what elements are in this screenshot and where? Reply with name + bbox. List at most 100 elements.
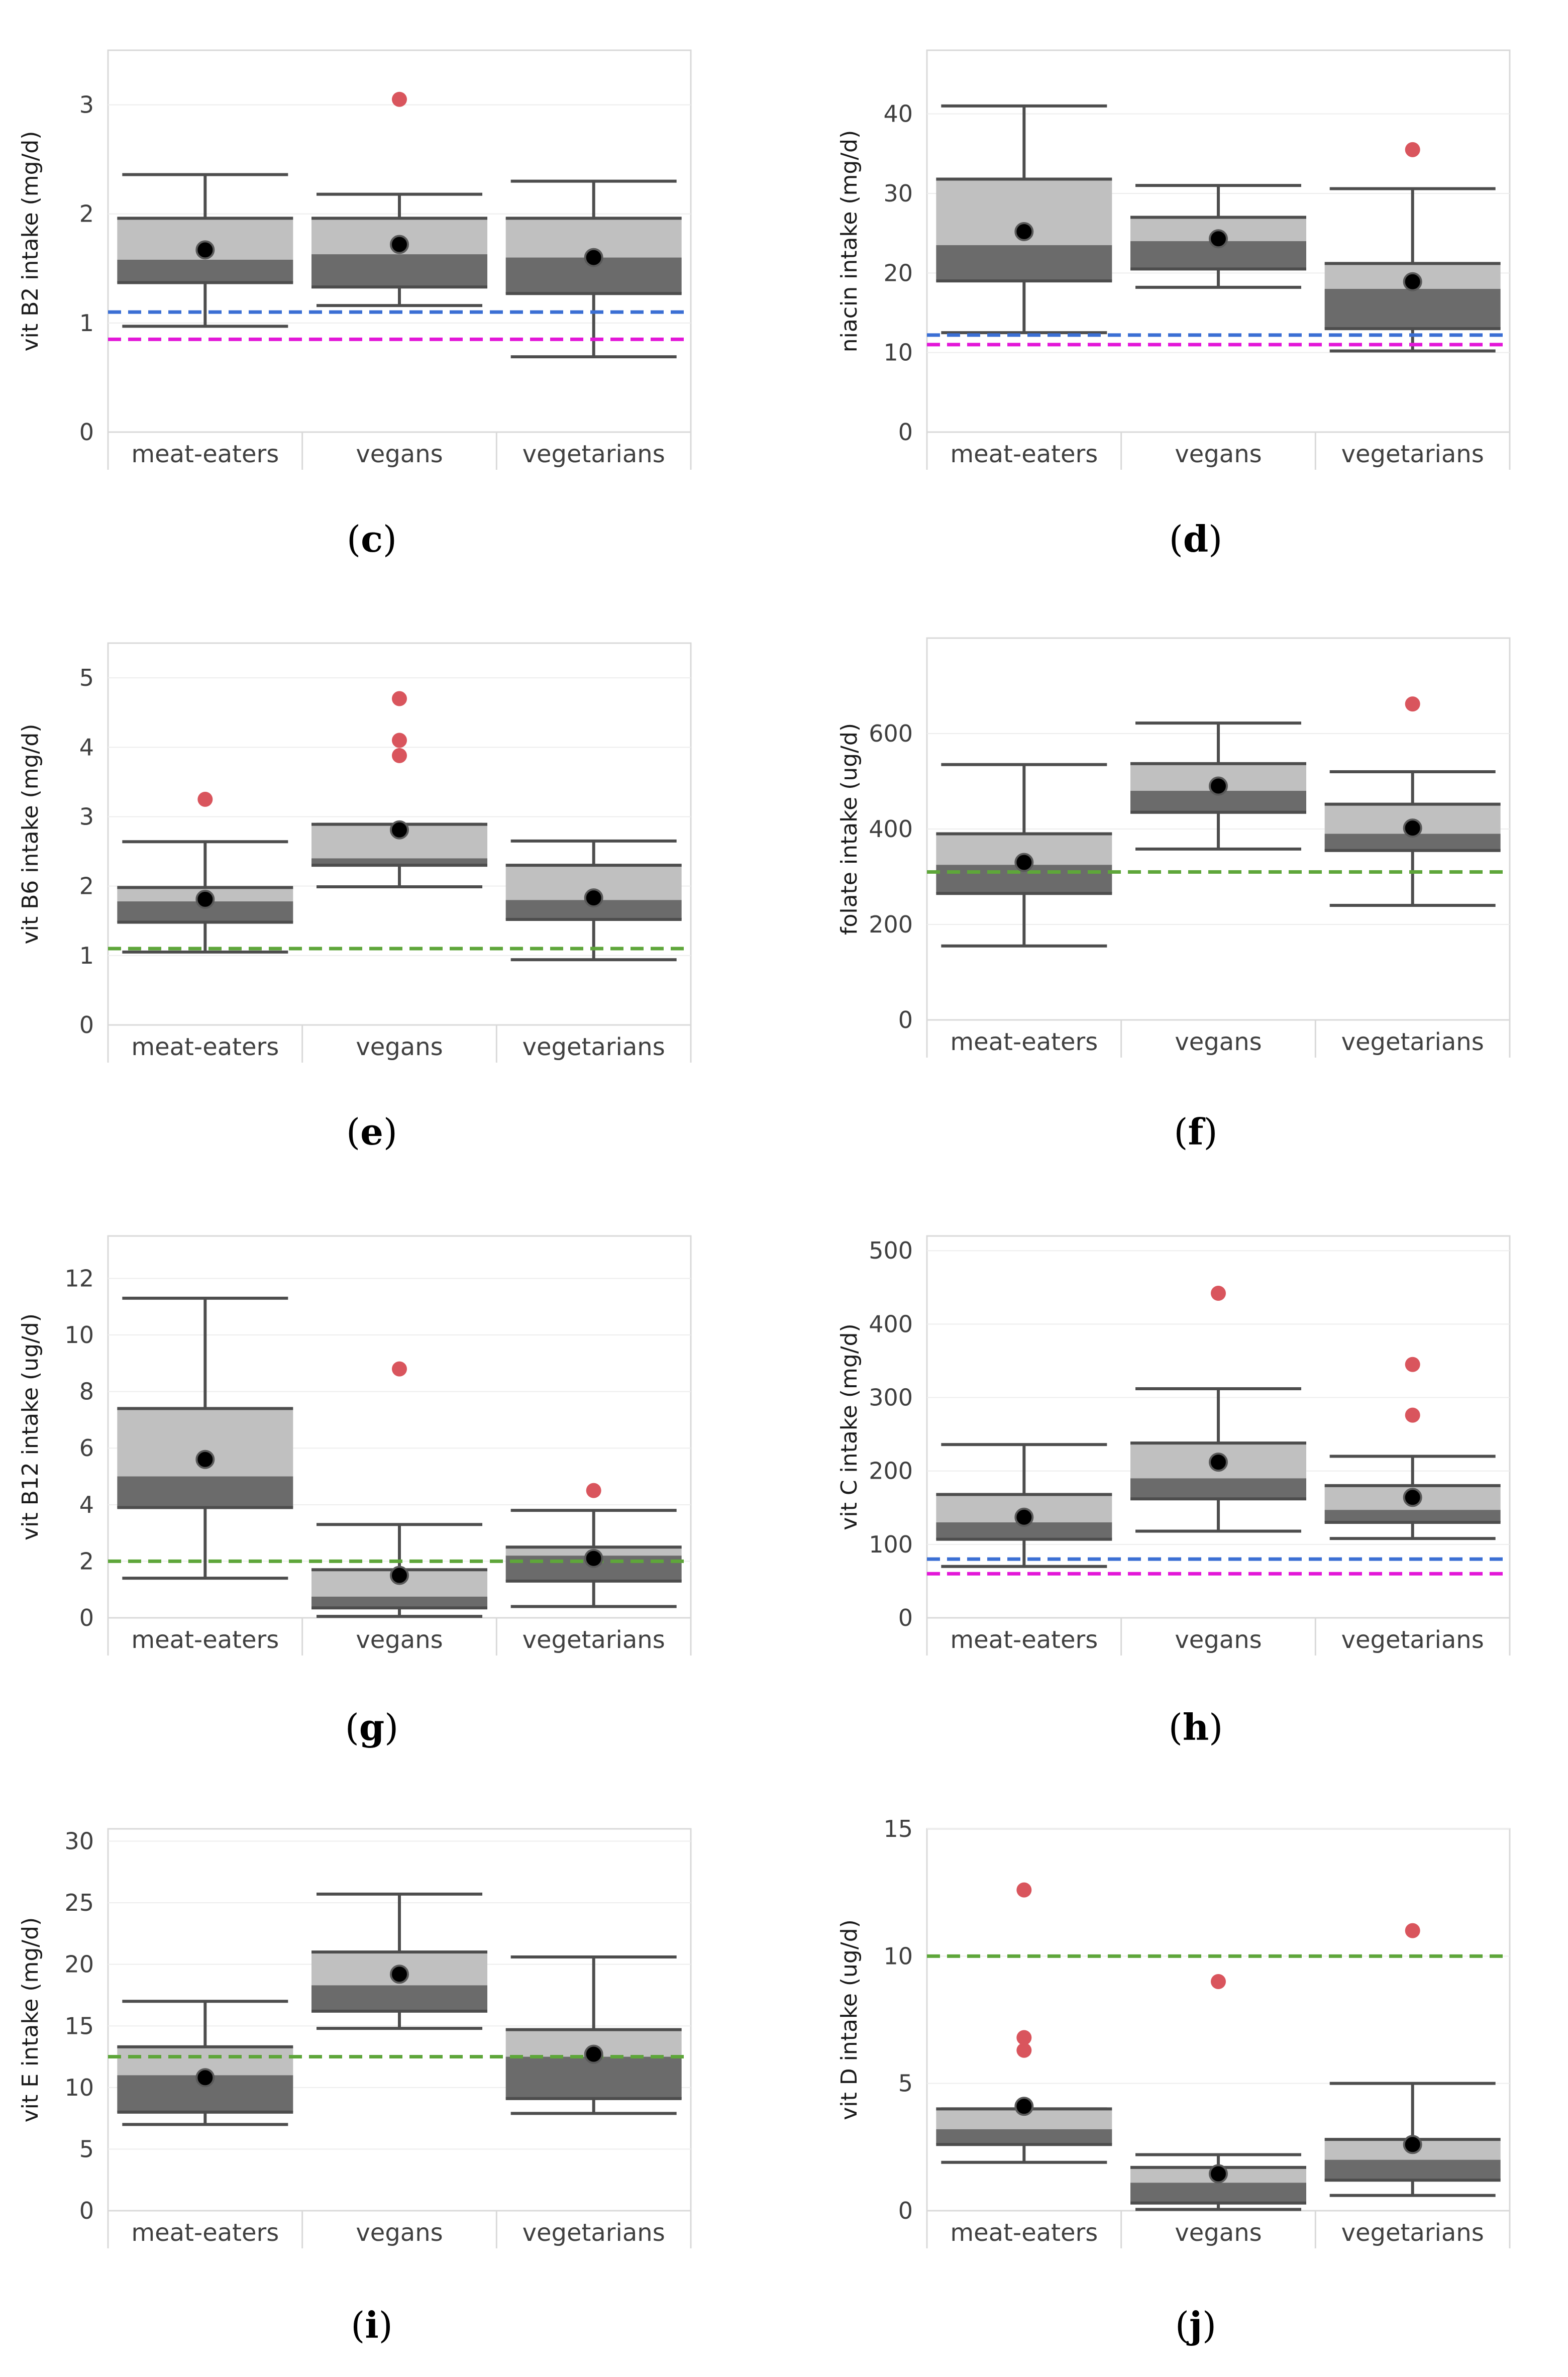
y-tick-label: 0 [79,1604,94,1631]
y-tick-label: 1 [79,309,94,337]
category-label: vegetarians [1341,2219,1484,2247]
y-tick-label: 0 [898,2197,913,2224]
outlier-point [392,691,407,706]
y-tick-label: 200 [869,911,913,938]
box-lower-half [1130,1478,1306,1499]
y-tick-label: 0 [898,1006,913,1034]
caption-label-j: j [1189,2304,1203,2346]
outlier-point [392,748,407,763]
y-axis-title: vit B12 intake (ug/d) [18,1313,43,1540]
mean-point [1403,2135,1422,2154]
outlier-point [1211,1286,1226,1301]
y-tick-label: 4 [79,734,94,761]
y-tick-label: 30 [64,1828,94,1855]
chart-svg-d: 0 10 20 30 40 niacin intake (mg/d) meat-eaters… [837,49,1511,470]
outlier-point [392,91,407,107]
chart-panel-e: 0 1 2 3 4 5 vit B6 intake (mg/d) meat-eaters veg… [0,628,728,1130]
caption-h: (h) [1168,1706,1223,1748]
category-label: meat-eaters [131,2219,279,2247]
caption-label-c: c [361,518,383,560]
box-lower-half [311,1985,487,2011]
y-tick-label: 6 [79,1434,94,1462]
chart-panel-h: 0 100 200 300 400 500 vit C intake (mg/d) meat-… [819,1221,1547,1723]
mean-point [1403,818,1422,838]
caption-g: (g) [345,1706,399,1748]
y-tick-label: 5 [898,2070,913,2097]
category-label: vegetarians [1341,1028,1484,1056]
category-label: vegans [356,1033,443,1061]
chart-panel-f: 0 200 400 600 folate intake (ug/d) meat-eater… [819,623,1547,1125]
box-lower-half [1324,289,1501,329]
chart-panel-i: 0 5 10 15 20 25 30 vit E intake (mg/d) meat-eate… [0,1814,728,2316]
mean-point [1209,1453,1228,1472]
mean-point [1209,2164,1228,2184]
caption-label-f: f [1188,1110,1204,1153]
y-axis-title: vit B6 intake (mg/d) [18,724,43,945]
mean-point [1014,222,1034,241]
mean-point [584,248,603,267]
y-tick-label: 5 [79,664,94,691]
mean-point [584,888,603,908]
y-axis-title: vit E intake (mg/d) [18,1917,43,2122]
caption-label-i: i [365,2304,379,2346]
y-tick-label: 3 [79,803,94,830]
y-tick-label: 0 [79,419,94,446]
y-axis-title: niacin intake (mg/d) [837,130,862,353]
chart-panel-g: 0 2 4 6 8 10 12 vit B12 intake (ug/d) meat-eater… [0,1221,728,1723]
y-tick-label: 10 [64,2074,94,2101]
category-label: meat-eaters [950,1626,1098,1654]
chart-svg-e: 0 1 2 3 4 5 vit B6 intake (mg/d) meat-eaters veg… [18,642,692,1063]
y-tick-label: 400 [869,815,913,843]
y-axis-title: vit C intake (mg/d) [837,1323,862,1530]
y-axis-title: vit D intake (ug/d) [837,1919,862,2120]
y-tick-label: 600 [869,720,913,747]
outlier-point [1405,1923,1420,1938]
outlier-point [392,1361,407,1377]
category-label: vegans [356,440,443,468]
mean-point [1209,229,1228,249]
y-tick-label: 300 [869,1384,913,1411]
y-tick-label: 10 [883,339,913,366]
box-lower-half [936,245,1112,281]
mean-point [1209,776,1228,796]
chart-svg-h: 0 100 200 300 400 500 vit C intake (mg/d) meat-… [837,1235,1511,1656]
outlier-point [1016,1882,1032,1898]
y-tick-label: 2 [79,873,94,900]
chart-svg-i: 0 5 10 15 20 25 30 vit E intake (mg/d) meat-eate… [18,1828,692,2248]
mean-point [584,2044,603,2064]
y-axis-title: folate intake (ug/d) [837,723,862,935]
y-tick-label: 12 [64,1265,94,1292]
mean-point [390,1965,409,1984]
chart-panel-j: 0 5 10 15 vit D intake (ug/d) meat-eaters vega… [819,1814,1547,2316]
category-label: vegans [356,2219,443,2247]
caption-d: (d) [1169,518,1223,560]
box-lower-half [117,259,293,283]
chart-svg-j: 0 5 10 15 vit D intake (ug/d) meat-eaters vega… [837,1815,1511,2248]
mean-point [1014,853,1034,872]
y-tick-label: 30 [883,180,913,207]
category-label: vegetarians [522,440,665,468]
mean-point [584,1548,603,1568]
chart-svg-c: 0 1 2 3 vit B2 intake (mg/d) meat-eaters vegan… [18,49,692,470]
y-tick-label: 20 [883,259,913,286]
caption-label-h: h [1182,1706,1209,1748]
caption-j: (j) [1175,2304,1217,2346]
category-label: vegetarians [522,1033,665,1061]
outlier-point [1405,696,1420,712]
mean-point [390,820,409,840]
box-lower-half [1324,1510,1501,1522]
y-axis-title: vit B2 intake (mg/d) [18,131,43,352]
y-tick-label: 400 [869,1310,913,1337]
mean-point [390,1566,409,1585]
mean-point [195,240,215,260]
y-tick-label: 100 [869,1531,913,1558]
y-tick-label: 1 [79,942,94,969]
caption-label-e: e [360,1110,383,1153]
mean-point [195,889,215,909]
y-tick-label: 20 [64,1951,94,1978]
y-tick-label: 0 [898,1604,913,1631]
category-label: meat-eaters [950,2219,1098,2247]
chart-panel-c: 0 1 2 3 vit B2 intake (mg/d) meat-eaters vegan… [0,35,728,538]
y-tick-label: 200 [869,1458,913,1485]
category-label: meat-eaters [950,1028,1098,1056]
